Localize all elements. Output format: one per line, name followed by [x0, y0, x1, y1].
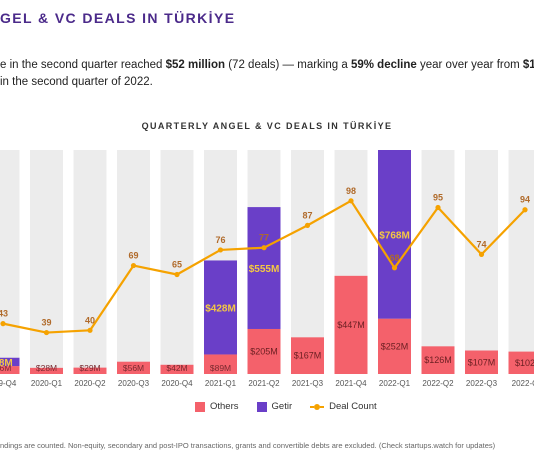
deal-count-point: [391, 265, 398, 271]
column-bg-2021-Q3: [291, 150, 324, 374]
intro-line-2: in the second quarter of 2022.: [0, 76, 153, 88]
deal-count-point: [43, 329, 50, 336]
x-tick-label: 2021-Q1: [205, 379, 237, 388]
legend-swatch-getir: [256, 401, 267, 412]
footnote: ndings are counted. Non-equity, secondar…: [0, 441, 496, 450]
deal-count-point: [435, 204, 441, 211]
data-label-others: $29M: [79, 363, 100, 373]
column-bg-2022-Q3: [465, 150, 498, 374]
data-label-others: $28M: [36, 363, 57, 373]
bar-others-2021-Q2: [247, 328, 281, 374]
legend-label-others: Others: [210, 401, 239, 412]
deal-count-point: [348, 198, 354, 204]
bar-others-2020-Q2: [73, 367, 107, 374]
deal-count-label: 94: [520, 195, 530, 205]
x-tick-label: 2020-Q2: [74, 379, 106, 388]
data-label-getir: $768M: [379, 230, 410, 241]
deal-count-point: [174, 271, 180, 278]
deal-count-label: 39: [41, 318, 51, 328]
legend-item-getir: Getir: [256, 401, 293, 412]
deal-count-label: 98: [346, 186, 356, 196]
x-tick-label: 2022-Q: [512, 379, 534, 388]
bar-getir-2019-Q4: [0, 357, 20, 367]
bar-others-2021-Q1: [204, 354, 237, 374]
column-bg-2022-Q4: [508, 150, 534, 374]
deal-count-label: 77: [259, 233, 269, 243]
chart-legend: Others Getir Deal Count: [195, 401, 377, 412]
bar-getir-2021-Q1: [204, 260, 237, 355]
data-label-others: $56M: [123, 363, 144, 373]
chart-plot: 019-Q4 2020-Q1 2020-Q2 2020-Q3 2020-Q4 2021-Q…: [0, 150, 534, 388]
x-tick-label: 2022-Q1: [379, 379, 411, 388]
deal-count-label: 95: [433, 193, 443, 203]
bar-getir-2021-Q2: [247, 207, 281, 329]
bar-others-2022-Q2: [421, 346, 455, 374]
x-tick-label: 2022-Q2: [422, 379, 454, 388]
intro-line-1: e in the second quarter reached $52 mill…: [0, 59, 534, 71]
x-tick-label: 2021-Q4: [335, 379, 367, 388]
column-bg-2020-Q4: [160, 150, 194, 374]
deal-count-point: [0, 321, 6, 327]
bar-others-2022-Q1: [378, 318, 411, 374]
data-label-others: 36M: [0, 363, 11, 373]
deal-count-label: 43: [0, 309, 8, 319]
column-bg-2019-Q4: [0, 150, 20, 374]
x-tick-label: 019-Q4: [0, 379, 17, 388]
legend-swatch-others: [195, 401, 205, 412]
data-label-others: $107M: [468, 357, 496, 367]
bar-others-2020-Q3: [117, 361, 150, 374]
column-bg-2020-Q3: [117, 150, 150, 374]
deal-count-point: [522, 207, 528, 213]
deal-count-point: [217, 247, 224, 253]
data-label-others: $42M: [166, 363, 187, 373]
deal-count-label: 76: [215, 235, 225, 245]
deal-count-label: 74: [476, 239, 486, 249]
column-bg-2020-Q2: [73, 150, 107, 374]
data-label-others: $447M: [337, 320, 365, 330]
deal-count-point: [261, 245, 267, 251]
bar-others-2020-Q4: [160, 364, 194, 374]
x-tick-label: 2020-Q4: [161, 379, 193, 388]
x-tick-label: 2021-Q3: [292, 379, 324, 388]
column-bg-2022-Q2: [421, 150, 455, 374]
data-label-others: $167M: [294, 351, 322, 361]
data-label-others: $205M: [250, 346, 278, 356]
deal-count-label: 68: [389, 253, 399, 263]
bar-others-2021-Q4: [334, 275, 368, 374]
legend-label-getir: Getir: [271, 401, 293, 412]
deal-count-point: [130, 262, 137, 269]
deal-count-point: [478, 251, 485, 257]
deal-count-point: [87, 327, 93, 333]
intro-text: e in the second quarter reached $52 mill…: [0, 57, 534, 91]
chart-title: QUARTERLY ANGEL & VC DEALS IN TÜRKİYE: [141, 121, 393, 131]
bar-others-2020-Q1: [30, 367, 63, 374]
deal-count-label: 69: [128, 251, 138, 261]
data-label-others: $89M: [210, 363, 231, 373]
bar-getir-2022-Q1: [378, 150, 411, 319]
data-label-others: $126M: [424, 355, 452, 365]
deal-count-label: 65: [172, 260, 182, 270]
deal-count-label: 87: [302, 210, 312, 220]
data-label-getir: $428M: [205, 303, 236, 314]
x-tick-label: 2021-Q2: [248, 379, 280, 388]
deal-count-point: [304, 222, 311, 228]
bar-others-2022-Q3: [465, 350, 498, 374]
data-label-others: $252M: [381, 341, 409, 351]
x-tick-label: 2020-Q3: [118, 379, 150, 388]
data-label-others: $102: [515, 358, 534, 368]
bar-others-2019-Q4: [0, 366, 20, 374]
legend-marker-deal-count: [310, 403, 325, 410]
column-bg-2020-Q1: [30, 150, 63, 374]
legend-item-deal-count: Deal Count: [310, 401, 377, 412]
x-tick-label: 2022-Q3: [466, 379, 498, 388]
data-label-getir: 38M: [0, 358, 13, 369]
legend-label-deal-count: Deal Count: [329, 401, 377, 412]
legend-item-others: Others: [195, 401, 239, 412]
bar-others-2021-Q3: [291, 337, 324, 374]
deal-count-label: 40: [85, 315, 95, 325]
x-tick-label: 2020-Q1: [31, 379, 63, 388]
data-label-getir: $555M: [249, 264, 280, 275]
page-heading: GEL & VC DEALS IN TÜRKİYE: [0, 10, 236, 26]
bar-others-2022-Q4: [508, 351, 534, 374]
